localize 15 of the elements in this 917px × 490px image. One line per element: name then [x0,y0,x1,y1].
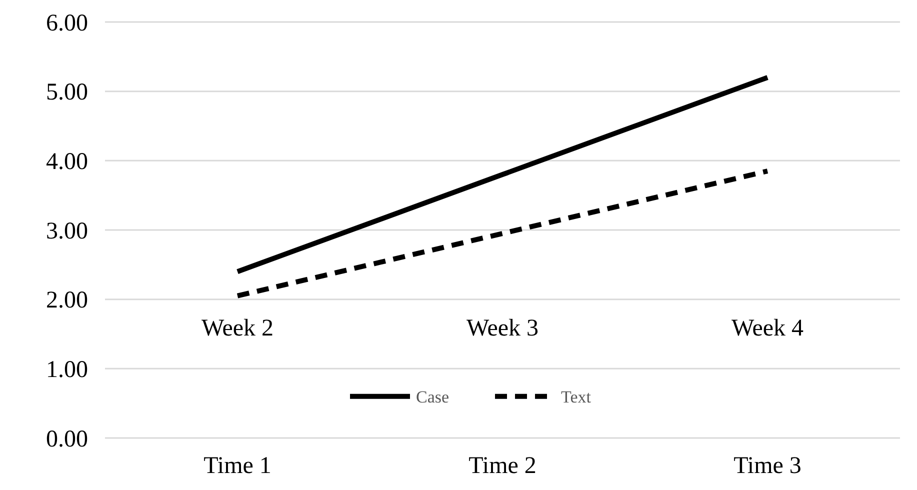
y-tick-label: 0.00 [46,426,88,452]
y-tick-label: 4.00 [46,149,88,176]
legend-label: Text [561,387,592,406]
x-tick-label: Time 2 [468,453,536,479]
y-tick-label: 6.00 [46,10,88,36]
annotation: Week 2 [201,315,274,342]
legend-label: Case [416,387,450,406]
y-tick-label: 5.00 [46,80,88,106]
y-tick-label: 2.00 [46,288,88,314]
annotation: Week 4 [731,315,804,342]
y-tick-label: 1.00 [46,357,88,384]
y-tick-label: 3.00 [46,218,88,244]
annotation: Week 3 [466,315,539,342]
x-tick-label: Time 1 [204,453,272,479]
x-tick-label: Time 3 [734,453,802,479]
